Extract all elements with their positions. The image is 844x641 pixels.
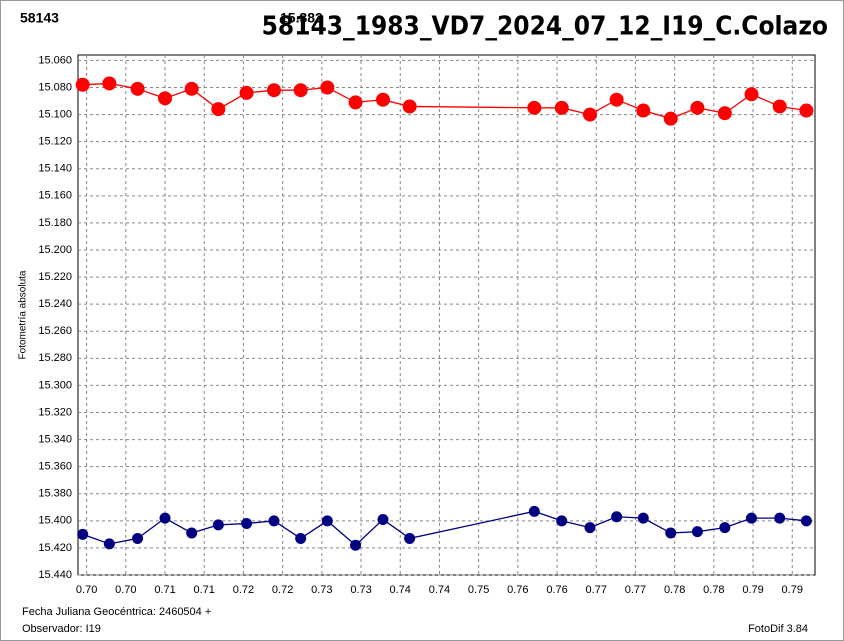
data-point [132, 532, 144, 544]
data-point [584, 522, 596, 534]
data-point [375, 92, 390, 107]
data-point [184, 81, 199, 96]
data-point [159, 512, 171, 524]
y-tick-label: 15.260 [38, 325, 72, 337]
x-tick-label: 0.71 [154, 584, 175, 596]
x-tick-label: 0.77 [625, 584, 646, 596]
x-tick-label: 0.71 [194, 584, 215, 596]
data-point [77, 528, 89, 540]
data-point [774, 512, 786, 524]
y-tick-label: 15.140 [38, 163, 72, 175]
x-tick-label: 0.73 [311, 584, 332, 596]
data-point [665, 527, 677, 539]
data-point [268, 515, 280, 527]
y-tick-label: 15.220 [38, 271, 72, 283]
data-point [402, 99, 417, 114]
data-point [637, 512, 649, 524]
data-point [719, 522, 731, 534]
x-tick-label: 0.72 [233, 584, 254, 596]
y-tick-label: 15.420 [38, 542, 72, 554]
y-tick-label: 15.300 [38, 379, 72, 391]
x-tick-label: 0.78 [703, 584, 724, 596]
data-point [800, 515, 812, 527]
x-tick-label: 0.72 [272, 584, 293, 596]
series-0-label: 58143 [20, 10, 59, 26]
x-tick-label: 0.79 [742, 584, 763, 596]
y-tick-label: 15.180 [38, 217, 72, 229]
plot-area [77, 54, 816, 576]
x-tick-label: 0.73 [350, 584, 371, 596]
x-tick-label: 0.78 [664, 584, 685, 596]
y-tick-label: 15.080 [38, 81, 72, 93]
data-point [267, 83, 282, 98]
data-point [130, 81, 145, 96]
data-point [690, 100, 705, 115]
data-point [158, 91, 173, 106]
x-tick-label: 0.74 [429, 584, 450, 596]
y-tick-label: 15.200 [38, 244, 72, 256]
data-point [527, 100, 542, 115]
data-point [528, 505, 540, 517]
data-point [295, 532, 307, 544]
y-tick-label: 15.340 [38, 433, 72, 445]
data-point [691, 526, 703, 538]
y-tick-label: 15.440 [38, 569, 72, 581]
observer: Observador: I19 [22, 623, 101, 635]
data-point [212, 519, 224, 531]
x-tick-label: 0.76 [546, 584, 567, 596]
y-tick-label: 15.280 [38, 352, 72, 364]
x-tick-label: 0.70 [76, 584, 97, 596]
data-point [350, 539, 362, 551]
data-point [211, 102, 226, 117]
data-point [611, 511, 623, 523]
data-point [293, 83, 308, 98]
y-tick-label: 15.160 [38, 190, 72, 202]
data-point [320, 80, 335, 95]
data-point [609, 92, 624, 107]
data-point [717, 106, 732, 121]
data-point [582, 107, 597, 122]
data-point [102, 76, 117, 91]
software: FotoDif 3.84 [748, 623, 808, 635]
y-tick-label: 15.320 [38, 406, 72, 418]
x-tick-label: 0.79 [782, 584, 803, 596]
chart-title: 58143_1983_VD7_2024_07_12_I19_C.Colazo [262, 12, 828, 42]
y-tick-label: 15.120 [38, 136, 72, 148]
y-axis-label: Fotometría absoluta [18, 270, 29, 359]
data-point [321, 515, 333, 527]
y-tick-label: 15.060 [38, 54, 72, 66]
series-1-label: 15.382 [280, 10, 323, 26]
y-tick-label: 15.380 [38, 488, 72, 500]
x-tick-label: 0.76 [507, 584, 528, 596]
y-tick-label: 15.100 [38, 108, 72, 120]
data-point [186, 527, 198, 539]
x-tick-label: 0.75 [468, 584, 489, 596]
data-point [744, 87, 759, 102]
data-point [799, 103, 814, 118]
x-axis-label: Fecha Juliana Geocéntrica: 2460504 + [22, 606, 211, 618]
y-tick-label: 15.360 [38, 461, 72, 473]
data-point [404, 532, 416, 544]
data-point [745, 512, 757, 524]
x-tick-label: 0.77 [586, 584, 607, 596]
data-point [554, 100, 569, 115]
x-tick-label: 0.74 [390, 584, 411, 596]
data-point [636, 103, 651, 118]
data-point [663, 111, 678, 126]
data-point [377, 513, 389, 525]
x-tick-label: 0.70 [115, 584, 136, 596]
data-point [103, 538, 115, 550]
data-point [239, 85, 254, 100]
data-point [772, 99, 787, 114]
data-point [348, 95, 363, 110]
y-tick-label: 15.240 [38, 298, 72, 310]
data-point [241, 518, 253, 530]
data-point [75, 77, 90, 92]
data-point [556, 515, 568, 527]
y-tick-label: 15.400 [38, 515, 72, 527]
